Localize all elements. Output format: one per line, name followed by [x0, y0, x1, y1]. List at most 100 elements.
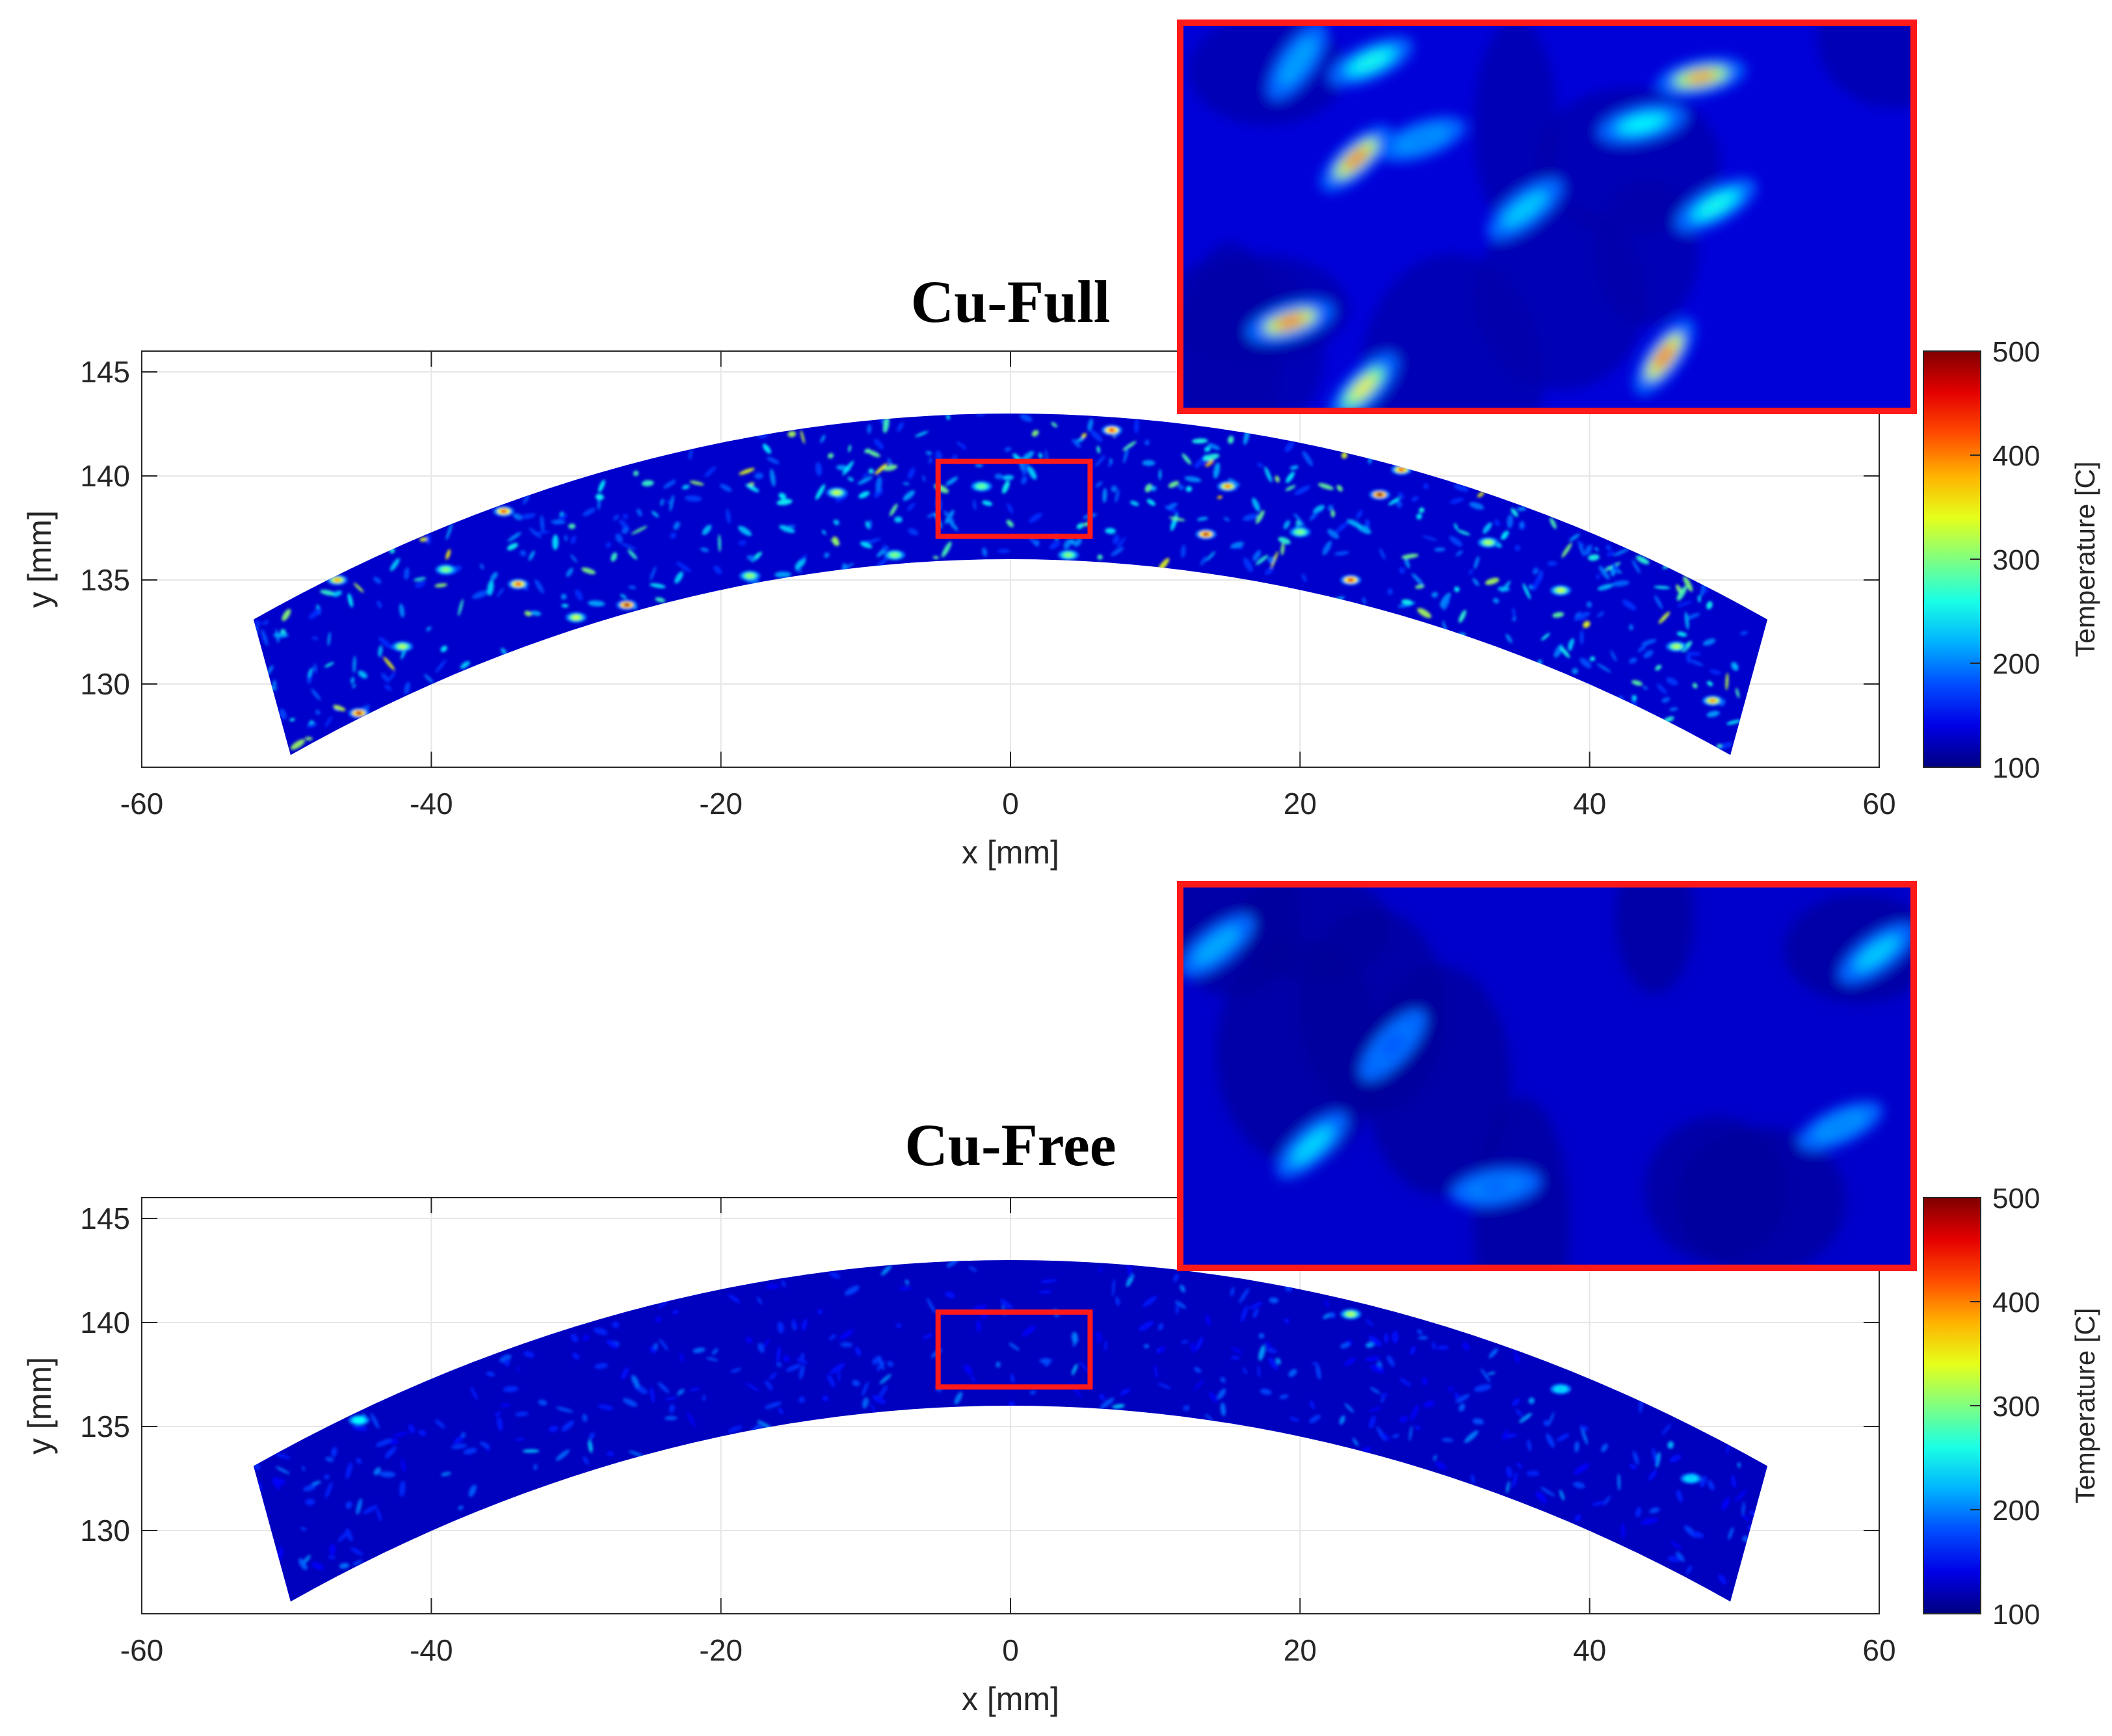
hotspot	[1301, 573, 1307, 583]
hotspot	[1706, 711, 1720, 717]
hotspot	[669, 495, 674, 512]
hotspot	[1180, 1284, 1185, 1293]
x-tick-label: 60	[1862, 1633, 1895, 1667]
y-tick-label: 135	[80, 563, 130, 597]
hotspot-core	[334, 578, 341, 582]
hotspot	[298, 1558, 308, 1570]
hotspot	[561, 603, 569, 608]
hotspot	[776, 1362, 782, 1367]
hotspot	[266, 665, 274, 676]
hotspot	[1462, 1341, 1470, 1351]
hotspot	[1072, 1334, 1078, 1347]
hotspot	[1324, 1300, 1330, 1308]
hotspot-core	[746, 573, 754, 578]
hotspot	[994, 473, 1004, 480]
hotspot	[345, 1501, 352, 1510]
hotspot	[1676, 631, 1687, 637]
hotspot	[947, 519, 958, 531]
hotspot	[1454, 523, 1459, 531]
hotspot	[1267, 557, 1274, 564]
hotspot	[605, 542, 611, 548]
hotspot	[1157, 1322, 1164, 1331]
hotspot	[1454, 586, 1460, 592]
hotspot	[1009, 1342, 1020, 1351]
hotspot	[1096, 1332, 1102, 1337]
hotspot	[1217, 1388, 1226, 1400]
hotspot	[655, 1317, 662, 1322]
hotspot	[821, 530, 826, 535]
zoom-region-box	[935, 1309, 1093, 1390]
hotspot	[830, 1363, 845, 1374]
hotspot	[1707, 1479, 1715, 1491]
hotspot	[516, 1366, 520, 1372]
hotspot	[1328, 505, 1334, 511]
hotspot	[1195, 1336, 1204, 1351]
hotspot	[1191, 438, 1208, 444]
hotspot	[1702, 587, 1708, 594]
hotspot	[982, 500, 993, 506]
hotspot	[997, 549, 1010, 553]
hotspot	[623, 514, 628, 519]
hotspot	[1115, 1296, 1120, 1306]
hotspot	[1022, 1325, 1036, 1337]
hotspot	[1635, 555, 1650, 564]
hotspot	[1648, 1470, 1657, 1481]
hotspot	[1404, 556, 1410, 569]
hotspot	[533, 1464, 538, 1471]
hotspot	[1072, 438, 1081, 448]
hotspot	[1175, 1304, 1179, 1315]
hotspot	[815, 462, 822, 477]
hotspot	[503, 1386, 519, 1393]
hotspot	[1472, 1418, 1485, 1425]
hotspot	[1204, 1414, 1213, 1421]
inset-cool-region	[1615, 884, 1695, 994]
hotspot	[308, 607, 323, 620]
hotspot	[765, 1283, 780, 1289]
hotspot	[847, 477, 854, 482]
y-tick-label: 130	[80, 1514, 130, 1547]
hotspot	[1038, 453, 1043, 459]
hotspot	[888, 458, 893, 467]
hotspot	[1388, 497, 1400, 506]
hotspot	[290, 739, 306, 750]
colorbar-label: Temperature [C]	[2070, 1308, 2100, 1503]
hotspot	[352, 683, 356, 689]
hotspot	[996, 1361, 1001, 1368]
hotspot	[1416, 1329, 1423, 1335]
hotspot	[673, 521, 680, 530]
hotspot	[555, 1449, 570, 1461]
hotspot	[1592, 1501, 1605, 1506]
hotspot	[1560, 646, 1570, 658]
hotspot	[1737, 1462, 1741, 1468]
hotspot	[1689, 659, 1704, 666]
hotspot	[393, 1432, 409, 1437]
hotspot	[1185, 486, 1193, 492]
hotspot	[848, 444, 851, 453]
hotspot	[282, 609, 291, 622]
hotspot-core	[1347, 578, 1354, 582]
inset-frame	[1177, 881, 1917, 1271]
hotspot	[1612, 563, 1619, 573]
inset-hotspot-core	[1287, 48, 1308, 75]
hotspot	[1540, 1486, 1555, 1497]
hotspot	[1546, 1433, 1555, 1448]
hotspot-core	[1108, 428, 1115, 432]
hotspot	[350, 677, 355, 684]
hotspot	[1687, 651, 1702, 656]
hotspot	[324, 662, 334, 668]
hotspot-core	[1398, 467, 1405, 472]
hotspot	[1656, 683, 1667, 694]
hotspot	[1579, 657, 1592, 668]
inset-hotspot-core	[1627, 118, 1658, 129]
hotspot	[1111, 1278, 1115, 1296]
hotspot	[1204, 446, 1211, 453]
hotspot	[379, 1471, 396, 1478]
hotspot	[1725, 672, 1729, 690]
inset-cool-region	[1817, 23, 1914, 108]
hotspot	[1258, 1345, 1265, 1361]
hotspot	[598, 479, 605, 493]
hotspot	[782, 1355, 790, 1362]
hotspot	[1340, 1342, 1350, 1348]
hotspot	[1252, 497, 1260, 512]
